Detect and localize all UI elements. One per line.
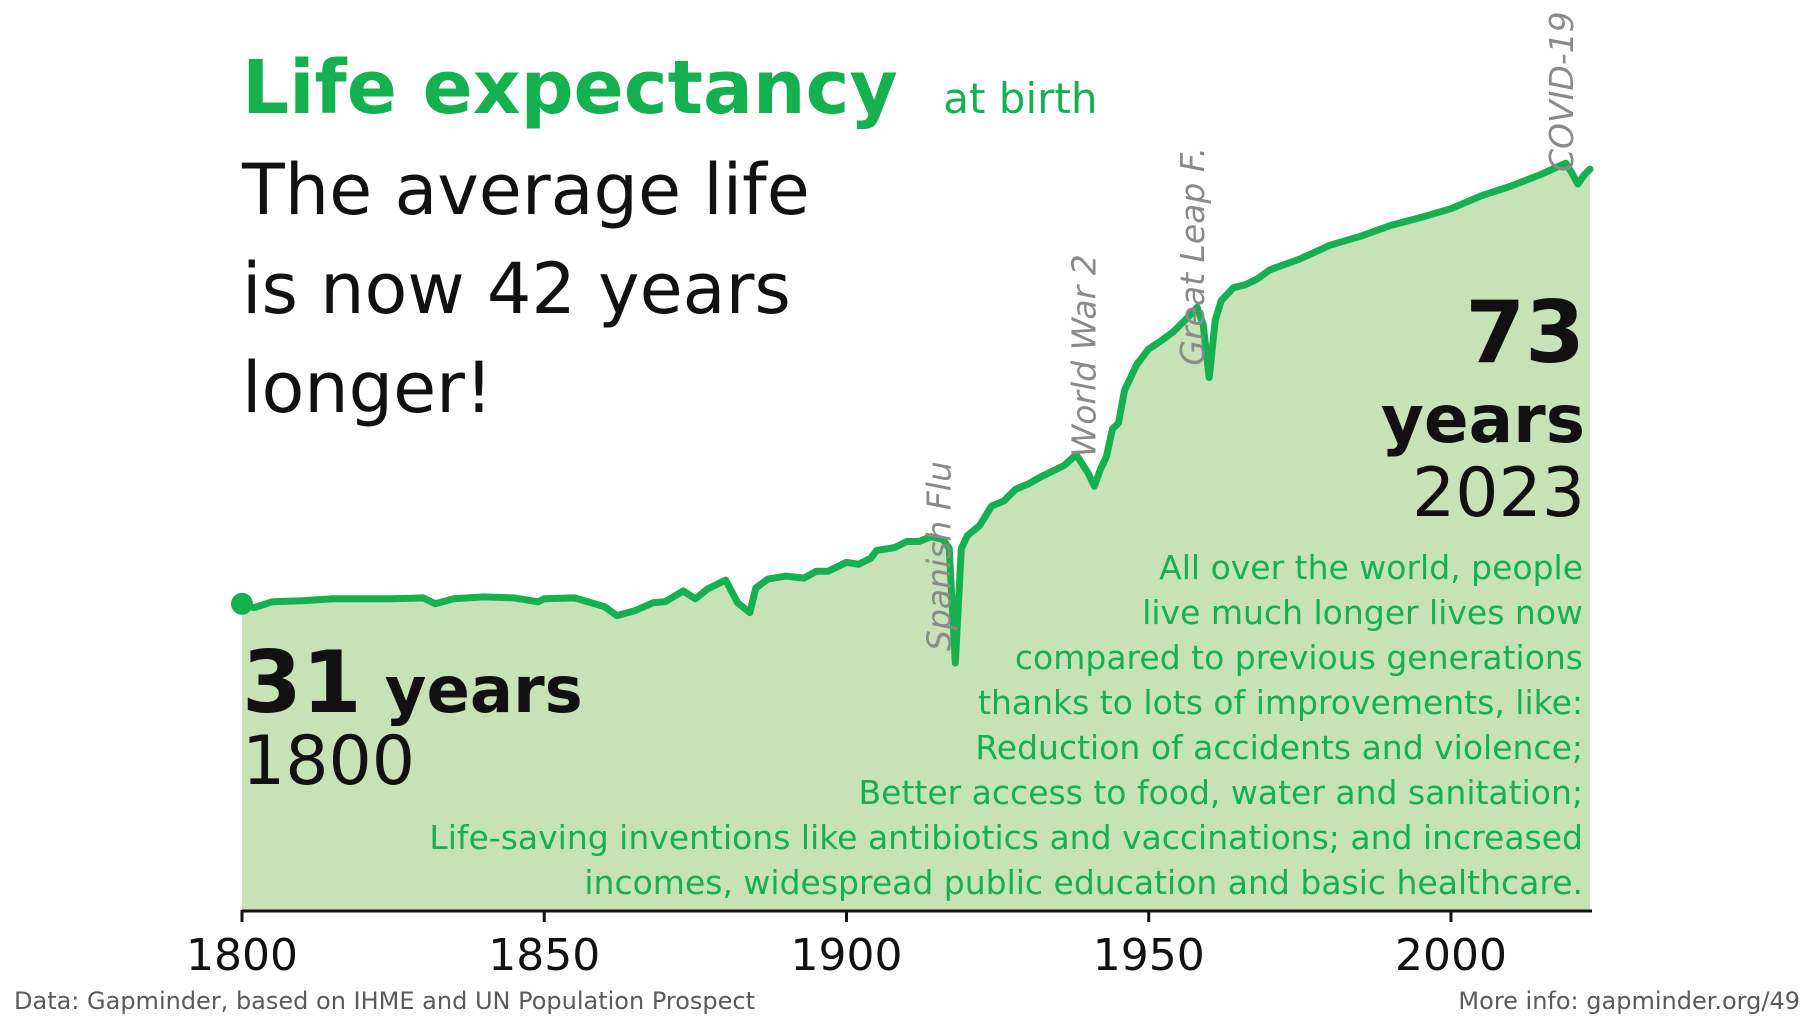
end-callout-year: 2023: [1412, 454, 1585, 533]
end-callout-unit: years: [1381, 381, 1585, 458]
description-line-8: incomes, widespread public education and…: [584, 863, 1583, 902]
description-line-4: thanks to lots of improvements, like:: [978, 683, 1583, 722]
headline-line-3: longer!: [242, 347, 493, 429]
start-value-number: 31: [242, 633, 362, 733]
chart-title-suffix: at birth: [943, 74, 1097, 123]
event-annotations: Spanish Flu World War 2 Great Leap F. COVID…: [919, 11, 1581, 651]
description-line-7: Life-saving inventions like antibiotics …: [429, 818, 1583, 857]
event-annotation: COVID-19: [1542, 11, 1581, 172]
footer-source: Data: Gapminder, based on IHME and UN Po…: [14, 987, 755, 1015]
description-line-5: Reduction of accidents and violence;: [975, 728, 1583, 767]
description-line-1: All over the world, people: [1159, 548, 1583, 587]
chart-title-main: Life expectancy: [242, 45, 898, 131]
description-line-3: compared to previous generations: [1015, 638, 1583, 677]
footer-more-info-link[interactable]: More info: gapminder.org/49: [1458, 987, 1800, 1015]
event-annotation: World War 2: [1064, 254, 1103, 457]
event-annotation: Spanish Flu: [919, 461, 958, 651]
event-annotation: Great Leap F.: [1173, 147, 1212, 366]
headline-line-2: is now 42 years: [242, 248, 791, 330]
headline-line-1: The average life: [241, 149, 810, 231]
x-tick-label: 1950: [1093, 930, 1205, 981]
x-tick-label: 2000: [1395, 930, 1507, 981]
x-tick-label: 1800: [186, 930, 298, 981]
x-axis-ticks: 1800 1850 1900 1950 2000: [186, 910, 1507, 981]
start-value-unit: years: [385, 654, 583, 728]
start-point-marker: [231, 592, 253, 615]
start-callout-year: 1800: [242, 722, 415, 801]
end-callout-value: 73: [1465, 283, 1585, 383]
start-callout-value: 31 years: [242, 633, 583, 733]
chart-title: Life expectancy at birth: [242, 45, 1097, 131]
life-expectancy-area: [242, 163, 1590, 910]
description-block: All over the world, people live much lon…: [429, 548, 1583, 902]
footer-more-info[interactable]: More info: gapminder.org/49: [1458, 987, 1800, 1015]
x-tick-label: 1850: [488, 930, 600, 981]
description-line-6: Better access to food, water and sanitat…: [859, 773, 1584, 812]
x-tick-label: 1900: [790, 930, 902, 981]
life-expectancy-line: [238, 159, 1594, 667]
description-line-2: live much longer lives now: [1142, 593, 1583, 632]
